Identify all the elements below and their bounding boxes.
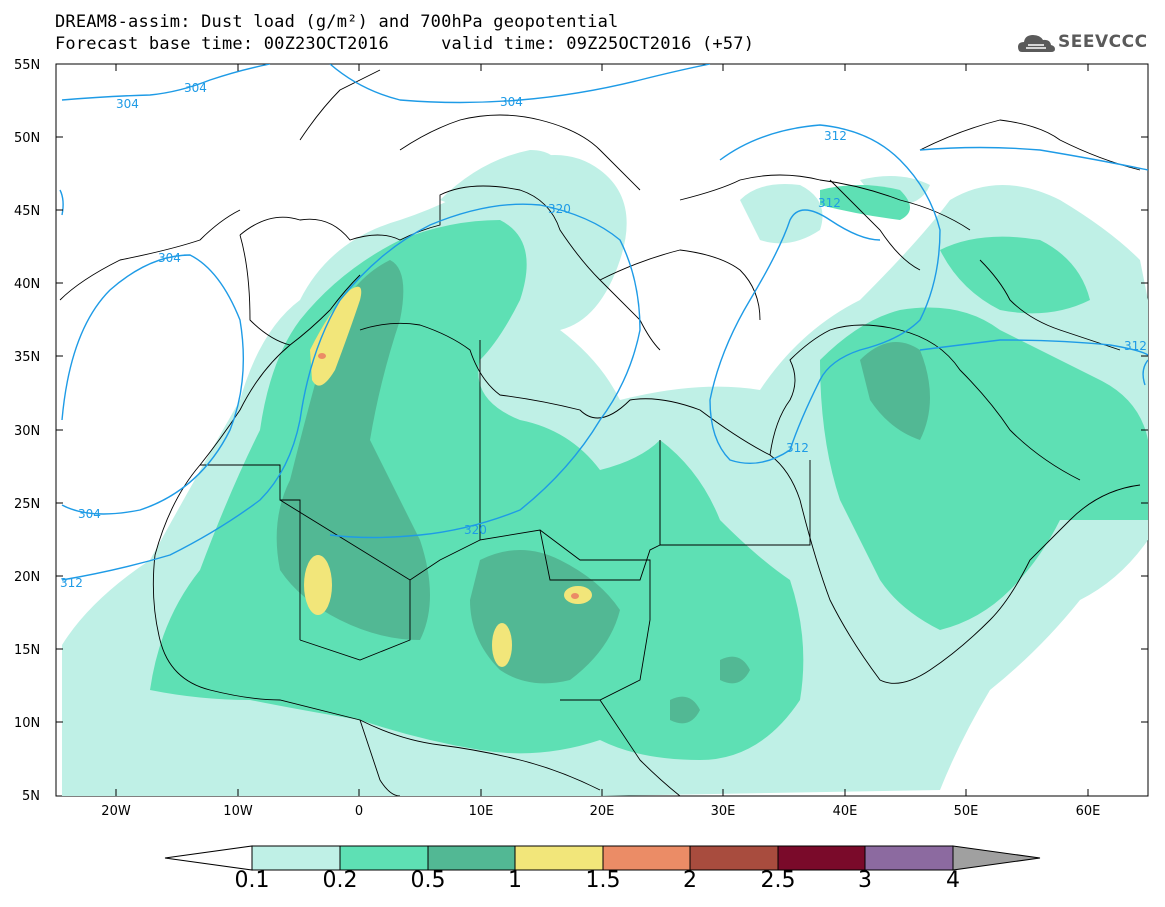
colorbar-swatch <box>514 845 604 871</box>
contour-label: 304 <box>158 251 181 265</box>
colorbar-swatch <box>777 845 866 871</box>
lon-label: 40E <box>833 804 858 819</box>
colorbar-left-arrow <box>164 845 253 871</box>
geopotential-contours <box>59 64 1148 581</box>
dust-shading-1.5 <box>318 353 579 599</box>
colorbar-label: 2 <box>683 868 697 893</box>
contour-label: 312 <box>1124 339 1147 353</box>
lat-axis <box>56 136 1148 723</box>
lat-label: 20N <box>14 570 40 585</box>
lon-label: 10W <box>223 804 253 819</box>
colorbar-swatch <box>864 845 954 871</box>
contour-label: 304 <box>500 95 523 109</box>
lon-labels: 20W 10W 0 10E 20E 30E 40E 50E 60E <box>101 804 1100 819</box>
colorbar-label: 1.5 <box>585 868 621 893</box>
contour-label: 320 <box>548 202 571 216</box>
colorbar-label: 2.5 <box>760 868 796 893</box>
contour-label: 304 <box>184 81 207 95</box>
colorbar-swatch <box>251 845 341 871</box>
country-borders <box>59 69 1141 796</box>
lon-label: 10E <box>469 804 494 819</box>
contour-label: 304 <box>78 507 101 521</box>
contour-label: 312 <box>786 441 809 455</box>
colorbar <box>164 845 1041 871</box>
colorbar-swatch <box>602 845 691 871</box>
lon-label: 20W <box>101 804 131 819</box>
contour-label: 312 <box>60 576 83 590</box>
lon-label: 20E <box>590 804 615 819</box>
forecast-time-line: Forecast base time: 00Z23OCT2016 valid t… <box>55 34 755 54</box>
colorbar-right-arrow <box>952 845 1041 871</box>
colorbar-label: 0.2 <box>322 868 358 893</box>
lat-label: 10N <box>14 716 40 731</box>
lon-axis <box>115 64 1089 796</box>
contour-label: 304 <box>116 97 139 111</box>
contour-label: 320 <box>464 523 487 537</box>
lat-label: 35N <box>14 350 40 365</box>
seevccc-logo <box>1018 35 1055 52</box>
lat-label: 50N <box>14 131 40 146</box>
lat-label: 15N <box>14 643 40 658</box>
contour-label: 312 <box>818 196 841 210</box>
dust-shading-1 <box>304 286 592 667</box>
lon-label: 60E <box>1076 804 1101 819</box>
colorbar-swatch <box>339 845 429 871</box>
logo-text: SEEVCCC <box>1058 32 1148 52</box>
colorbar-swatch <box>689 845 779 871</box>
lat-label: 45N <box>14 204 40 219</box>
lat-label: 5N <box>22 789 40 804</box>
colorbar-label: 0.5 <box>410 868 446 893</box>
colorbar-label: 0.1 <box>234 868 270 893</box>
lat-label: 25N <box>14 497 40 512</box>
lon-label: 0 <box>355 804 363 819</box>
colorbar-label: 4 <box>946 868 960 893</box>
contour-label: 312 <box>824 129 847 143</box>
contour-labels: 304 304 304 304 304 312 312 312 320 320 … <box>60 81 1147 590</box>
lat-labels: 55N 50N 45N 40N 35N 30N 25N 20N 15N 10N … <box>14 58 40 804</box>
colorbar-label: 3 <box>858 868 872 893</box>
colorbar-label: 1 <box>508 868 522 893</box>
map-title: DREAM8-assim: Dust load (g/m²) and 700hP… <box>55 12 619 32</box>
lon-label: 30E <box>711 804 736 819</box>
lat-label: 30N <box>14 424 40 439</box>
lat-label: 55N <box>14 58 40 73</box>
lat-label: 40N <box>14 277 40 292</box>
colorbar-swatch <box>427 845 516 871</box>
lon-label: 50E <box>954 804 979 819</box>
